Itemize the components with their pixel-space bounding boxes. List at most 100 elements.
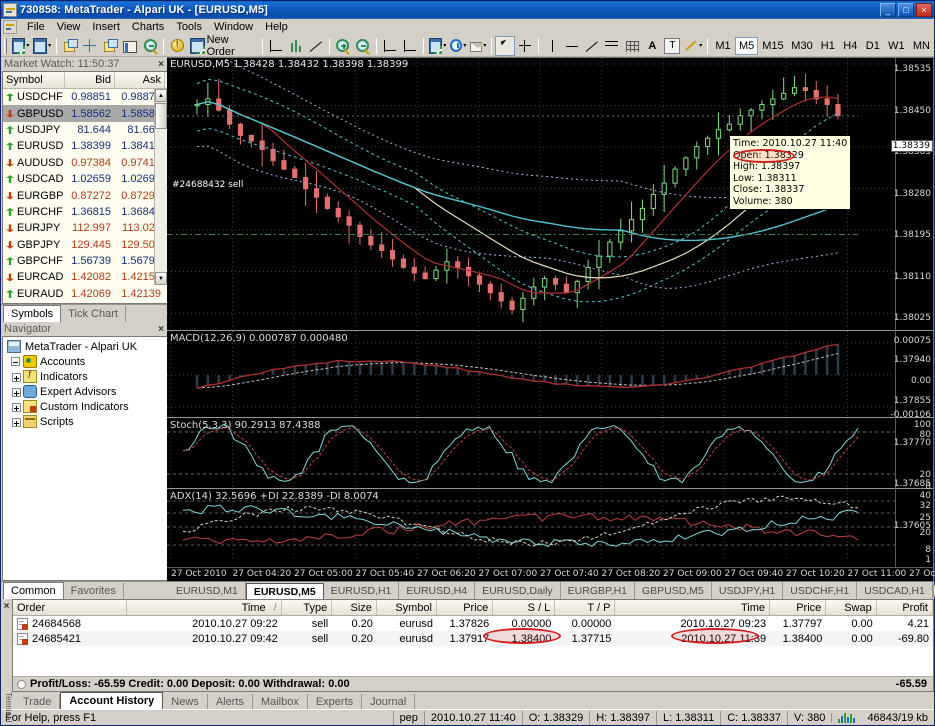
- arrows-button[interactable]: ▾: [682, 36, 704, 56]
- column-header[interactable]: Profit: [877, 600, 933, 615]
- chart-tab-usdchf-h1[interactable]: USDCHF,H1: [783, 582, 858, 599]
- tab-mailbox[interactable]: Mailbox: [253, 694, 308, 709]
- profiles-button[interactable]: ▾: [31, 36, 53, 56]
- column-header[interactable]: Price: [770, 600, 827, 615]
- timeframe-h1[interactable]: H1: [820, 39, 835, 52]
- chart-window[interactable]: EURUSD,M5 1.38428 1.38432 1.38398 1.3839…: [167, 57, 935, 582]
- column-header[interactable]: Price: [437, 600, 494, 615]
- market-watch-row[interactable]: USDCHF 0.98851 0.98877: [3, 89, 167, 106]
- menu-help[interactable]: Help: [265, 20, 288, 33]
- timeframe-h4[interactable]: H4: [843, 39, 858, 52]
- candle-chart-button[interactable]: [286, 36, 306, 56]
- new-order-button[interactable]: New Order: [187, 34, 258, 58]
- price-axis[interactable]: 1.38535 1.38450 1.38365 1.38280 1.38195 1.381…: [891, 58, 933, 567]
- line-chart-button[interactable]: [306, 36, 326, 56]
- chart-tab-eurusd-daily[interactable]: EURUSD,Daily: [475, 582, 561, 599]
- market-watch-row[interactable]: EURJPY 112.997 113.029: [3, 220, 167, 237]
- column-header[interactable]: Type: [282, 600, 333, 615]
- menu-tools[interactable]: Tools: [176, 20, 202, 33]
- market-watch-row[interactable]: GBPCHF 1.56739 1.56794: [3, 252, 167, 270]
- navigator-item-accounts[interactable]: Accounts: [5, 354, 167, 369]
- alerts-button[interactable]: [167, 36, 187, 56]
- pane-separator[interactable]: [167, 488, 933, 489]
- chart-canvas[interactable]: EURUSD,M5 1.38428 1.38432 1.38398 1.3839…: [167, 58, 933, 567]
- adx-pane[interactable]: ADX(14) 32.5696 +DI 22.8389 -DI 8.0074: [167, 489, 933, 558]
- navigator-item-scripts[interactable]: Scripts: [5, 414, 167, 429]
- crosshair-tool-button[interactable]: [515, 36, 535, 56]
- menu-window[interactable]: Window: [214, 20, 254, 33]
- menu-charts[interactable]: Charts: [131, 20, 165, 33]
- column-header[interactable]: Swap: [826, 600, 877, 615]
- crosshair-button[interactable]: [80, 36, 100, 56]
- column-header[interactable]: Order: [13, 600, 128, 615]
- chart-tab-usdcad-h1[interactable]: USDCAD,H1: [857, 582, 933, 599]
- market-watch-row[interactable]: GBPJPY 129.445 129.500: [3, 236, 167, 253]
- market-watch-row[interactable]: USDJPY 81.644 81.664: [3, 121, 167, 139]
- chart-shift-button[interactable]: [400, 36, 420, 56]
- menu-view[interactable]: View: [56, 20, 81, 33]
- chart-tab-eurgbp-h1[interactable]: EURGBP,H1: [561, 582, 635, 599]
- horizontal-line-button[interactable]: [562, 36, 582, 56]
- navigator-item-expert-advisors[interactable]: Expert Advisors: [5, 384, 167, 399]
- maximize-button[interactable]: □: [898, 3, 914, 17]
- market-watch-row[interactable]: EURCHF 1.36815 1.36843: [3, 203, 167, 221]
- scrollbar-thumb[interactable]: [155, 103, 167, 129]
- column-header[interactable]: Symbol: [377, 600, 437, 615]
- new-chart-button[interactable]: ▾: [10, 36, 32, 56]
- market-watch-row[interactable]: EURAUD 1.42069 1.42139: [3, 285, 167, 303]
- minimize-button[interactable]: _: [880, 3, 896, 17]
- tab-experts[interactable]: Experts: [308, 694, 363, 709]
- text-button[interactable]: A: [642, 36, 662, 56]
- tab-trade[interactable]: Trade: [15, 694, 61, 709]
- market-watch-row[interactable]: USDCAD 1.02659 1.02694: [3, 170, 167, 188]
- chart-tab-eurusd-h4[interactable]: EURUSD,H4: [399, 582, 476, 599]
- close-icon[interactable]: ×: [158, 58, 164, 70]
- pane-separator[interactable]: [167, 417, 933, 418]
- stochastic-pane[interactable]: Stoch(5,3,3) 90.2913 87.4388: [167, 418, 933, 488]
- timeframe-m30[interactable]: M30: [791, 39, 813, 52]
- tab-news[interactable]: News: [163, 694, 208, 709]
- tab-common[interactable]: Common: [3, 582, 64, 599]
- close-icon[interactable]: ×: [3, 601, 10, 612]
- menu-insert[interactable]: Insert: [92, 20, 120, 33]
- auto-scroll-button[interactable]: [380, 36, 400, 56]
- cursor-tool-button[interactable]: [495, 35, 516, 56]
- navigator-button[interactable]: [140, 36, 160, 56]
- tab-journal[interactable]: Journal: [362, 694, 416, 709]
- column-header[interactable]: T / P: [555, 600, 616, 615]
- market-watch-scrollbar[interactable]: ▲ ▼: [154, 89, 167, 285]
- tab-favorites[interactable]: Favorites: [63, 583, 124, 599]
- indicator-list-button[interactable]: ▾: [468, 36, 488, 56]
- market-watch-row[interactable]: EURCAD 1.42082 1.42152: [3, 269, 167, 286]
- market-watch-row[interactable]: EURGBP 0.87272 0.87292: [3, 187, 167, 204]
- trendline-button[interactable]: [582, 36, 602, 56]
- scrollbar-track[interactable]: [155, 129, 167, 272]
- tab-alerts[interactable]: Alerts: [208, 694, 253, 709]
- tab-tick-chart[interactable]: Tick Chart: [61, 306, 126, 322]
- column-header-symbol[interactable]: Symbol: [3, 72, 65, 88]
- expand-icon[interactable]: [12, 388, 21, 397]
- templates-button[interactable]: ▾: [427, 36, 449, 56]
- text-label-button[interactable]: T: [662, 36, 682, 56]
- expand-icon[interactable]: [12, 418, 21, 427]
- period-button[interactable]: ▾: [448, 36, 468, 56]
- toolbar-grip[interactable]: [4, 37, 8, 54]
- market-watch-row[interactable]: USDSGD1.301061.30156: [3, 302, 167, 303]
- chart-tab-gbpusd-m5[interactable]: GBPUSD,M5: [635, 582, 712, 599]
- column-header-bid[interactable]: Bid: [65, 72, 115, 88]
- timeframe-m5[interactable]: M5: [734, 36, 759, 55]
- timeframe-w1[interactable]: W1: [888, 39, 905, 52]
- close-button[interactable]: ×: [916, 3, 932, 17]
- menu-file[interactable]: File: [27, 20, 45, 33]
- expand-icon[interactable]: [12, 373, 21, 382]
- column-header[interactable]: Size: [332, 600, 377, 615]
- scroll-down-icon[interactable]: ▼: [155, 272, 167, 285]
- navigator-root[interactable]: MetaTrader - Alpari UK: [5, 339, 167, 354]
- timeframe-m1[interactable]: M1: [715, 39, 731, 52]
- market-watch-row[interactable]: GBPUSD 1.58562 1.58587: [3, 105, 167, 122]
- collapse-icon[interactable]: [11, 357, 20, 366]
- column-header[interactable]: Time /: [127, 600, 282, 615]
- pane-separator[interactable]: [167, 330, 933, 331]
- macd-pane[interactable]: MACD(12,26,9) 0.000787 0.000480: [167, 331, 933, 417]
